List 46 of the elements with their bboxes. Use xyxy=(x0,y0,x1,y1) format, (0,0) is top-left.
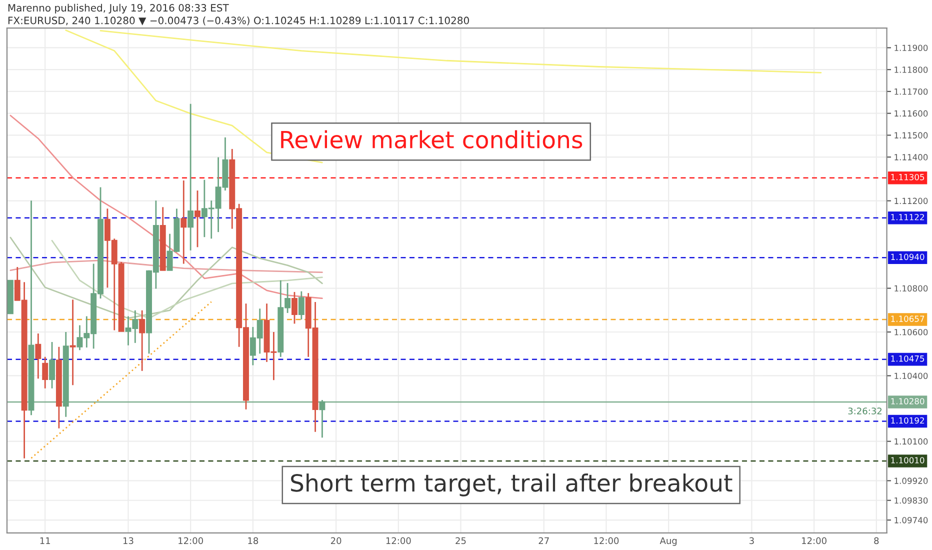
x-tick-label: 13 xyxy=(123,537,134,544)
x-tick-label: 8 xyxy=(874,537,879,544)
ref-line-label: 1.11305 xyxy=(891,174,924,180)
y-tick-label: 1.10400 xyxy=(894,372,928,380)
y-tick-label: 1.11400 xyxy=(894,154,928,160)
x-tick-label: 25 xyxy=(456,537,466,544)
x-tick-label: Aug xyxy=(660,537,677,546)
y-tick-label: 1.11700 xyxy=(894,88,928,95)
chart-title: Marenno published, July 19, 2016 08:33 EST xyxy=(8,4,229,14)
x-tick-label: 27 xyxy=(538,537,549,544)
ref-line-label: 1.11122 xyxy=(891,214,924,220)
ref-line-label: 1.10657 xyxy=(891,316,924,322)
y-tick-label: 1.09740 xyxy=(894,517,928,524)
line-series xyxy=(51,240,323,319)
annotation: 3:26:32 xyxy=(848,408,882,414)
ref-line-label: 1.10010 xyxy=(891,457,924,464)
y-tick-label: 1.11200 xyxy=(894,198,928,204)
x-tick-label: 12:00 xyxy=(802,537,826,544)
ref-line-label: 1.10192 xyxy=(891,417,924,424)
candlestick xyxy=(7,280,14,314)
y-tick-label: 1.10800 xyxy=(894,285,928,292)
ref-line-label: 1.10940 xyxy=(891,254,924,260)
ref-line-label: 1.10475 xyxy=(891,355,924,362)
annotation: Short term target, trail after breakout xyxy=(291,474,732,496)
y-tick-label: 1.10100 xyxy=(894,438,928,445)
ref-line-label: 1.10280 xyxy=(891,398,924,404)
x-tick-label: 12:00 xyxy=(386,537,411,544)
y-tick-label: 1.09830 xyxy=(894,497,928,504)
candlestick xyxy=(70,298,76,386)
annotation: Review market conditions xyxy=(281,130,582,149)
x-tick-label: 12:00 xyxy=(594,537,619,544)
y-tick-label: 1.11500 xyxy=(894,132,928,138)
y-tick-label: 1.09920 xyxy=(894,478,928,484)
x-tick-label: 12:00 xyxy=(178,537,203,544)
x-tick-label: 20 xyxy=(330,537,342,544)
line-series xyxy=(10,260,323,273)
x-tick-label: 18 xyxy=(248,537,258,544)
chart-subtitle: FX:EURUSD, 240 1.10280 ▼ −0.00473 (−0.43%) O:1.10245 H:1.10289 L:1.10117 C:1.10280 xyxy=(8,16,469,26)
y-tick-label: 1.11900 xyxy=(894,44,928,52)
x-tick-label: 3 xyxy=(750,537,754,544)
line-series xyxy=(10,236,323,319)
y-tick-label: 1.10600 xyxy=(894,328,928,336)
y-tick-label: 1.11600 xyxy=(894,110,928,117)
y-tick-label: 1.11800 xyxy=(894,66,928,73)
line-series xyxy=(100,30,822,74)
x-tick-label: 11 xyxy=(40,537,50,544)
